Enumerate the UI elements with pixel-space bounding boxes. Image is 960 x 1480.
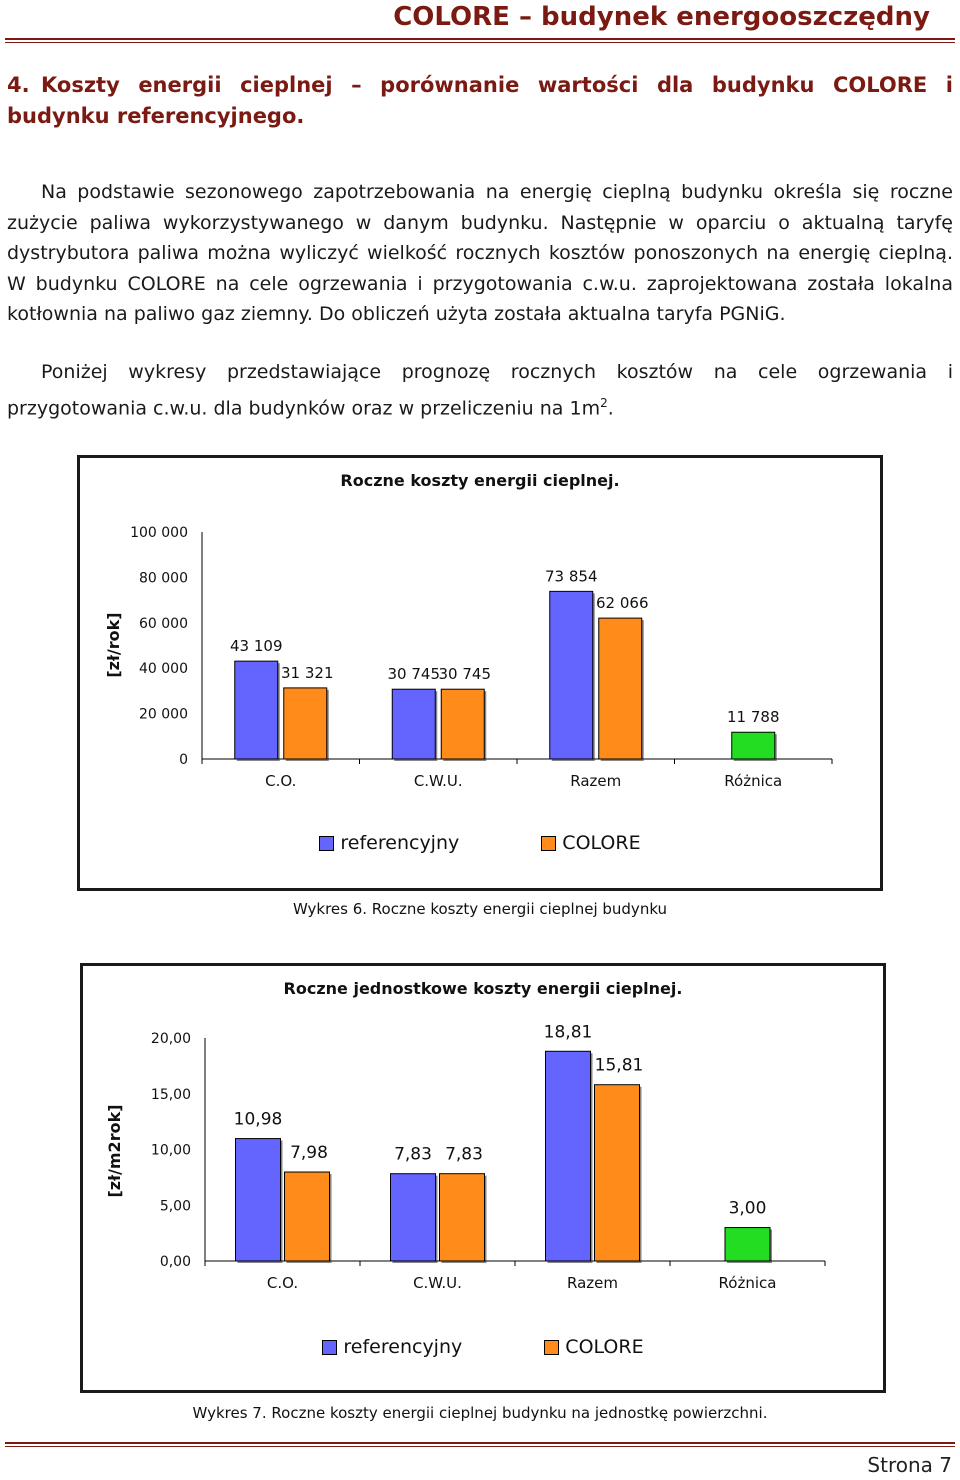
- bar-data-label: 30 745: [388, 665, 441, 683]
- bar-data-label: 18,81: [544, 1022, 593, 1042]
- paragraph-2-end: .: [607, 396, 614, 419]
- y-tick-label: 20 000: [139, 707, 188, 723]
- chart-legend: referencyjny COLORE: [83, 1336, 883, 1360]
- y-tick-label: 40 000: [139, 661, 188, 677]
- y-tick-label: 15,00: [151, 1087, 191, 1103]
- bar: [391, 688, 436, 760]
- bar-data-label: 30 745: [439, 665, 492, 683]
- bar-data-label: 62 066: [596, 594, 649, 612]
- paragraph-2-text: Poniżej wykresy przedstawiające prognozę…: [7, 361, 953, 419]
- bar-data-label: 3,00: [729, 1199, 767, 1219]
- x-tick-label: C.O.: [267, 1274, 298, 1292]
- legend-label: referencyjny: [343, 1336, 463, 1358]
- chart-title: Roczne jednostkowe koszty energii ciepln…: [283, 979, 683, 998]
- chart-caption: Wykres 6. Roczne koszty energii cieplnej…: [292, 900, 668, 918]
- bar-data-label: 7,83: [445, 1145, 483, 1165]
- bar: [283, 687, 328, 760]
- bar: [545, 1050, 591, 1262]
- bar-data-label: 73 854: [545, 567, 598, 585]
- bar: [235, 1138, 281, 1262]
- chart-annual-costs: Roczne koszty energii cieplnej. 0 20 000 4…: [77, 455, 883, 891]
- chart-annual-costs-plot: 0 20 000 40 000 60 000 80 000 100 000 [zł/rok]…: [104, 525, 833, 790]
- y-tick-label: 0: [179, 752, 188, 768]
- paragraph-charts-intro: Poniżej wykresy przedstawiające prognozę…: [7, 357, 953, 423]
- page-number: Strona 7: [867, 1453, 952, 1477]
- x-tick-label: C.W.U.: [414, 772, 463, 790]
- chart-unit-costs: Roczne jednostkowe koszty energii ciepln…: [80, 963, 886, 1393]
- bar-data-label: 15,81: [595, 1056, 644, 1076]
- bar: [440, 688, 485, 760]
- bar-data-label: 11 788: [727, 708, 780, 726]
- bar-data-label: 10,98: [234, 1110, 283, 1130]
- legend-swatch-referencyjny: [322, 1339, 338, 1355]
- chart-title: Roczne koszty energii cieplnej.: [340, 471, 620, 490]
- y-axis-label: [zł/m2rok]: [105, 1104, 124, 1197]
- bar: [390, 1173, 436, 1262]
- bar: [731, 731, 776, 760]
- legend-label: COLORE: [565, 1336, 644, 1358]
- legend-label: referencyjny: [340, 832, 460, 854]
- bar-data-label: 31 321: [281, 664, 334, 682]
- y-tick-label: 80 000: [139, 570, 188, 586]
- x-tick-label: Razem: [567, 1274, 618, 1292]
- bar: [598, 617, 643, 760]
- paragraph-2-superscript: 2: [600, 395, 608, 410]
- footer-rule: [5, 1442, 955, 1447]
- x-tick-label: Różnica: [719, 1274, 777, 1292]
- bar: [594, 1084, 640, 1262]
- y-tick-label: 5,00: [160, 1198, 191, 1214]
- x-tick-label: C.W.U.: [413, 1274, 462, 1292]
- legend-item-colore: COLORE: [541, 832, 641, 854]
- legend-item-referencyjny: referencyjny: [322, 1336, 462, 1358]
- bar-data-label: 7,83: [394, 1145, 432, 1165]
- chart-legend: referencyjny COLORE: [80, 832, 880, 856]
- bar: [724, 1227, 771, 1262]
- y-tick-label: 60 000: [139, 616, 188, 632]
- y-tick-label: 100 000: [130, 525, 188, 541]
- bar: [284, 1171, 330, 1262]
- x-tick-label: Razem: [570, 772, 621, 790]
- bar: [234, 660, 279, 760]
- section-number: 4.: [7, 73, 30, 97]
- y-tick-label: 10,00: [151, 1143, 191, 1159]
- bar-data-label: 43 109: [230, 637, 283, 655]
- y-tick-label: 20,00: [151, 1031, 191, 1047]
- legend-swatch-colore: [544, 1339, 560, 1355]
- paragraph-1-text: Na podstawie sezonowego zapotrzebowania …: [7, 181, 953, 325]
- bar: [549, 590, 594, 760]
- header-rule: [5, 38, 955, 43]
- legend-label: COLORE: [562, 832, 641, 854]
- y-tick-label: 0,00: [160, 1254, 191, 1270]
- bar-data-label: 7,98: [290, 1143, 328, 1163]
- bar: [439, 1173, 485, 1262]
- paragraph-fuel-consumption: Na podstawie sezonowego zapotrzebowania …: [7, 177, 953, 330]
- y-axis-label: [zł/rok]: [104, 612, 123, 677]
- chart-caption: Wykres 7. Roczne koszty energii cieplnej…: [192, 1404, 768, 1422]
- legend-swatch-referencyjny: [319, 835, 335, 851]
- legend-swatch-colore: [541, 835, 557, 851]
- document-header-title: COLORE – budynek energooszczędny: [393, 2, 930, 32]
- section-heading-text: Koszty energii cieplnej – porównanie war…: [7, 73, 953, 128]
- legend-item-colore: COLORE: [544, 1336, 644, 1358]
- legend-item-referencyjny: referencyjny: [319, 832, 459, 854]
- chart-unit-costs-plot: 0,00 5,00 10,00 15,00 20,00 [zł/m2rok] C.O. C.W…: [105, 1022, 826, 1292]
- section-heading: 4. Koszty energii cieplnej – porównanie w…: [7, 70, 953, 132]
- x-tick-label: Różnica: [724, 772, 782, 790]
- x-tick-label: C.O.: [265, 772, 296, 790]
